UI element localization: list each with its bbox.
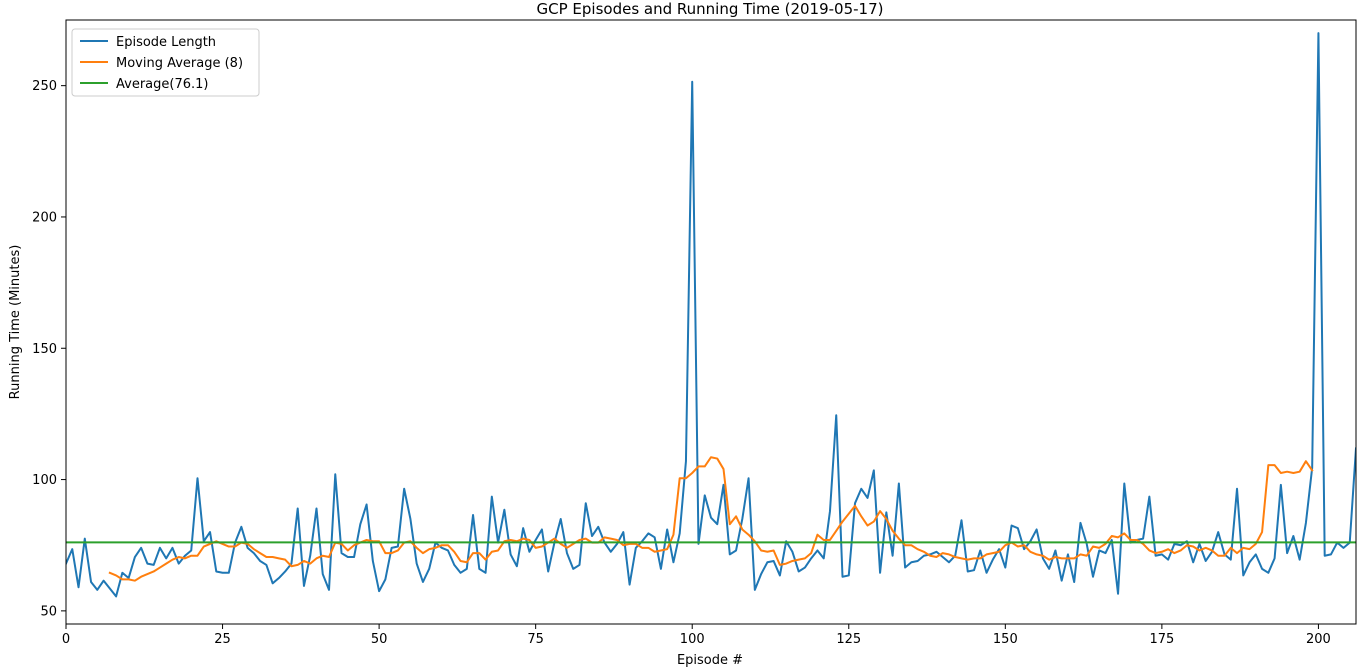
x-tick-label: 75	[527, 632, 544, 647]
legend-label-episode-length: Episode Length	[116, 35, 216, 50]
legend-label-average: Average(76.1)	[116, 77, 208, 92]
legend-item-moving-average: Moving Average (8)	[80, 56, 243, 71]
axes-frame	[65, 19, 1357, 625]
x-axis: 0 25 50 75 100 125 150 175 200	[62, 624, 1331, 647]
series-layer	[66, 32, 1356, 598]
y-tick-label: 250	[32, 79, 57, 94]
legend: Episode Length Moving Average (8) Averag…	[71, 28, 260, 97]
x-tick-label: 125	[836, 632, 861, 647]
x-tick-label: 100	[680, 632, 705, 647]
x-tick-label: 175	[1149, 632, 1174, 647]
y-tick-label: 200	[32, 210, 57, 225]
legend-box	[71, 28, 260, 97]
y-axis: 50 100 150 200 250	[32, 79, 66, 619]
legend-item-episode-length: Episode Length	[80, 35, 216, 50]
legend-label-moving-average: Moving Average (8)	[116, 56, 243, 71]
plot-area	[66, 32, 1356, 598]
chart-title: GCP Episodes and Running Time (2019-05-1…	[537, 0, 884, 18]
x-tick-label: 25	[214, 632, 231, 647]
y-tick-label: 150	[32, 342, 57, 357]
series-line-moving-average-8	[108, 456, 1314, 582]
x-tick-label: 0	[62, 632, 70, 647]
y-tick-label: 50	[40, 604, 57, 619]
x-tick-label: 50	[371, 632, 388, 647]
x-axis-label: Episode #	[677, 653, 743, 668]
legend-item-average: Average(76.1)	[80, 77, 208, 92]
x-tick-label: 150	[993, 632, 1018, 647]
x-tick-label: 200	[1306, 632, 1331, 647]
y-tick-label: 100	[32, 473, 57, 488]
series-line-episode-length	[66, 32, 1356, 598]
y-axis-label: Running Time (Minutes)	[8, 245, 23, 400]
